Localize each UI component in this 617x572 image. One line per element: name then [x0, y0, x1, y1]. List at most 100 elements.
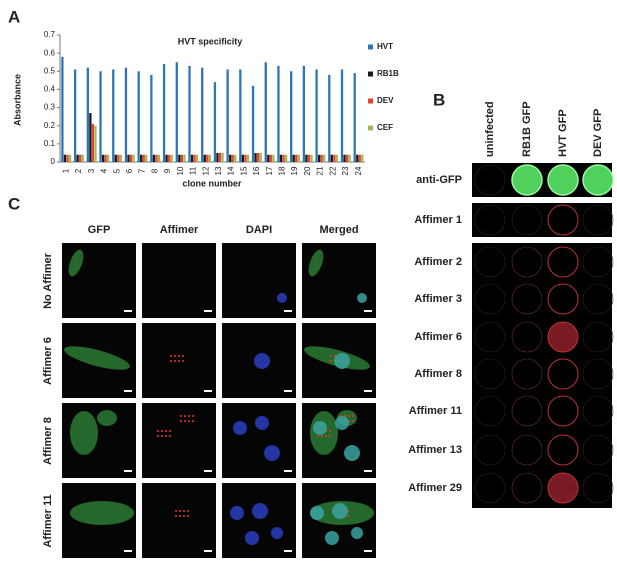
- bar: [107, 154, 110, 162]
- bar: [356, 154, 359, 162]
- cells: [230, 503, 292, 552]
- bar: [157, 154, 161, 162]
- legend-label: HVT: [377, 42, 393, 51]
- bar: [208, 154, 211, 162]
- well: [511, 434, 543, 466]
- dot: [161, 430, 163, 432]
- x-tick-label: 12: [201, 166, 210, 175]
- bar: [333, 154, 336, 162]
- bar: [282, 154, 285, 162]
- bar: [358, 154, 361, 162]
- dot: [165, 430, 167, 432]
- legend-label: CEF: [377, 123, 393, 132]
- well: [511, 395, 543, 427]
- dot: [317, 435, 319, 437]
- micrograph: [222, 483, 296, 558]
- column-header: HVT GFP: [557, 109, 569, 157]
- bar: [213, 82, 217, 162]
- y-tick-label: 0.1: [44, 139, 56, 148]
- dot: [329, 435, 331, 437]
- dot: [170, 360, 172, 362]
- x-tick-label: 13: [214, 166, 223, 175]
- y-tick-label: 0.7: [44, 30, 56, 39]
- bar: [145, 154, 148, 162]
- bar: [259, 152, 262, 162]
- x-tick-label: 18: [278, 166, 287, 175]
- dot: [184, 420, 186, 422]
- cells: [308, 249, 372, 312]
- bar: [61, 56, 64, 163]
- dot: [174, 355, 176, 357]
- dot: [178, 360, 180, 362]
- bar: [180, 154, 184, 162]
- cells: [175, 510, 212, 552]
- panel-letter: A: [8, 7, 20, 26]
- bar: [183, 154, 186, 162]
- bar: [251, 85, 255, 162]
- row-label: No Affimer: [42, 252, 54, 309]
- nucleus: [277, 293, 287, 303]
- x-tick-label: 22: [328, 166, 337, 175]
- cells: [68, 249, 132, 312]
- cells: [157, 415, 212, 472]
- well: [582, 321, 614, 353]
- cells: [170, 355, 212, 392]
- bar: [345, 154, 349, 162]
- column-header: Affimer: [160, 224, 199, 236]
- dot: [330, 355, 332, 357]
- well: [547, 434, 579, 466]
- well: [582, 358, 614, 390]
- bar: [310, 154, 313, 162]
- cells: [310, 410, 372, 472]
- well: [582, 246, 614, 278]
- cells: [233, 416, 292, 472]
- bar: [267, 154, 270, 162]
- nucleus: [264, 445, 280, 461]
- row-label: Affimer 8: [414, 368, 462, 380]
- bar: [317, 154, 321, 162]
- bar: [68, 154, 72, 162]
- cells: [70, 410, 132, 472]
- x-tick-label: 8: [150, 168, 159, 173]
- well: [582, 164, 614, 196]
- row-label: Affimer 2: [414, 256, 462, 268]
- well: [511, 246, 543, 278]
- nucleus: [332, 503, 348, 519]
- column-header: GFP: [88, 224, 111, 236]
- y-tick-label: 0.2: [44, 121, 56, 130]
- bar: [101, 154, 105, 162]
- well: [511, 164, 543, 196]
- well: [511, 283, 543, 315]
- bar: [256, 152, 260, 162]
- dot: [170, 355, 172, 357]
- x-tick-label: 24: [354, 166, 363, 175]
- nucleus: [325, 531, 339, 545]
- bar: [99, 71, 102, 162]
- nucleus: [233, 421, 247, 435]
- bar: [165, 154, 168, 162]
- dot: [169, 435, 171, 437]
- nucleus: [351, 527, 363, 539]
- bar: [323, 154, 326, 162]
- row-label: Affimer 6: [42, 337, 54, 385]
- dot: [187, 515, 189, 517]
- dot: [184, 415, 186, 417]
- dot: [169, 430, 171, 432]
- dot: [165, 435, 167, 437]
- bar: [254, 152, 257, 162]
- bar: [129, 154, 133, 162]
- cell: [70, 411, 98, 455]
- nucleus: [334, 353, 350, 369]
- bar: [335, 154, 339, 162]
- bar: [86, 67, 89, 162]
- well: [547, 472, 579, 504]
- bar: [234, 154, 237, 162]
- bar: [315, 69, 318, 162]
- bar: [124, 67, 128, 162]
- cells: [304, 346, 372, 392]
- panel-letter: B: [433, 90, 445, 109]
- bar: [272, 154, 275, 162]
- dot: [180, 420, 182, 422]
- bar: [290, 71, 293, 162]
- cell: [64, 346, 130, 370]
